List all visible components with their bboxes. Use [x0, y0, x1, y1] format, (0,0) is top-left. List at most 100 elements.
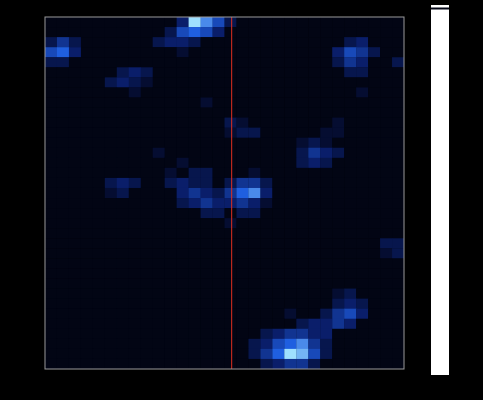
cell: [308, 37, 320, 47]
cell: [296, 17, 308, 27]
cell: [284, 188, 296, 198]
cell: [165, 198, 177, 208]
cell: [93, 248, 105, 258]
cell: [189, 47, 201, 57]
cell: [392, 309, 404, 319]
cell: [392, 118, 404, 128]
cell: [45, 168, 57, 178]
cell: [225, 128, 237, 138]
cell: [368, 67, 380, 77]
cell: [141, 349, 153, 359]
cell: [392, 248, 404, 258]
cell: [201, 359, 213, 369]
cell: [69, 319, 81, 329]
cell: [93, 37, 105, 47]
cell: [380, 37, 392, 47]
cell: [236, 238, 248, 248]
cell: [129, 208, 141, 218]
cell: [225, 97, 237, 107]
cell: [117, 299, 129, 309]
cell: [272, 178, 284, 188]
cell: [225, 299, 237, 309]
cell: [284, 108, 296, 118]
cell: [105, 118, 117, 128]
cell: [225, 178, 237, 188]
cell: [284, 329, 296, 339]
cell: [45, 17, 57, 27]
cell: [248, 17, 260, 27]
cell: [213, 77, 225, 87]
cell: [272, 138, 284, 148]
cell: [248, 309, 260, 319]
cell: [69, 118, 81, 128]
cell: [284, 218, 296, 228]
cell: [392, 208, 404, 218]
cell: [320, 258, 332, 268]
cell: [284, 77, 296, 87]
cell: [177, 67, 189, 77]
cell: [236, 178, 248, 188]
cell: [392, 289, 404, 299]
cell: [248, 188, 260, 198]
cell: [69, 37, 81, 47]
cell: [69, 168, 81, 178]
cell: [189, 238, 201, 248]
cell: [105, 289, 117, 299]
cell: [201, 118, 213, 128]
cell: [260, 309, 272, 319]
cell: [105, 268, 117, 278]
cell: [213, 158, 225, 168]
cell: [308, 47, 320, 57]
cell: [105, 188, 117, 198]
cell: [225, 218, 237, 228]
cell: [356, 248, 368, 258]
cell: [69, 138, 81, 148]
cell: [201, 339, 213, 349]
cell: [368, 289, 380, 299]
cell: [93, 67, 105, 77]
cell: [57, 218, 69, 228]
cell: [81, 108, 93, 118]
cell: [368, 268, 380, 278]
cell: [189, 258, 201, 268]
cell: [380, 77, 392, 87]
cell: [117, 319, 129, 329]
cell: [189, 138, 201, 148]
cell: [201, 238, 213, 248]
cell: [344, 309, 356, 319]
cell: [93, 278, 105, 288]
cell: [93, 349, 105, 359]
cell: [296, 97, 308, 107]
cell: [177, 309, 189, 319]
cell: [153, 258, 165, 268]
cell: [69, 158, 81, 168]
cell: [117, 218, 129, 228]
cell: [344, 57, 356, 67]
cell: [284, 67, 296, 77]
cell: [248, 168, 260, 178]
cell: [81, 87, 93, 97]
cell: [153, 319, 165, 329]
cell: [380, 17, 392, 27]
cell: [153, 248, 165, 258]
cell: [117, 289, 129, 299]
cell: [225, 77, 237, 87]
cell: [81, 37, 93, 47]
cell: [272, 198, 284, 208]
cell: [105, 258, 117, 268]
cell: [332, 289, 344, 299]
cell: [320, 128, 332, 138]
cell: [272, 329, 284, 339]
cell: [320, 319, 332, 329]
cell: [117, 309, 129, 319]
background: [0, 0, 483, 400]
cell: [117, 268, 129, 278]
cell: [69, 67, 81, 77]
cell: [129, 128, 141, 138]
cell: [260, 198, 272, 208]
cell: [320, 37, 332, 47]
cell: [260, 128, 272, 138]
cell: [272, 168, 284, 178]
cell: [129, 329, 141, 339]
cell: [236, 57, 248, 67]
